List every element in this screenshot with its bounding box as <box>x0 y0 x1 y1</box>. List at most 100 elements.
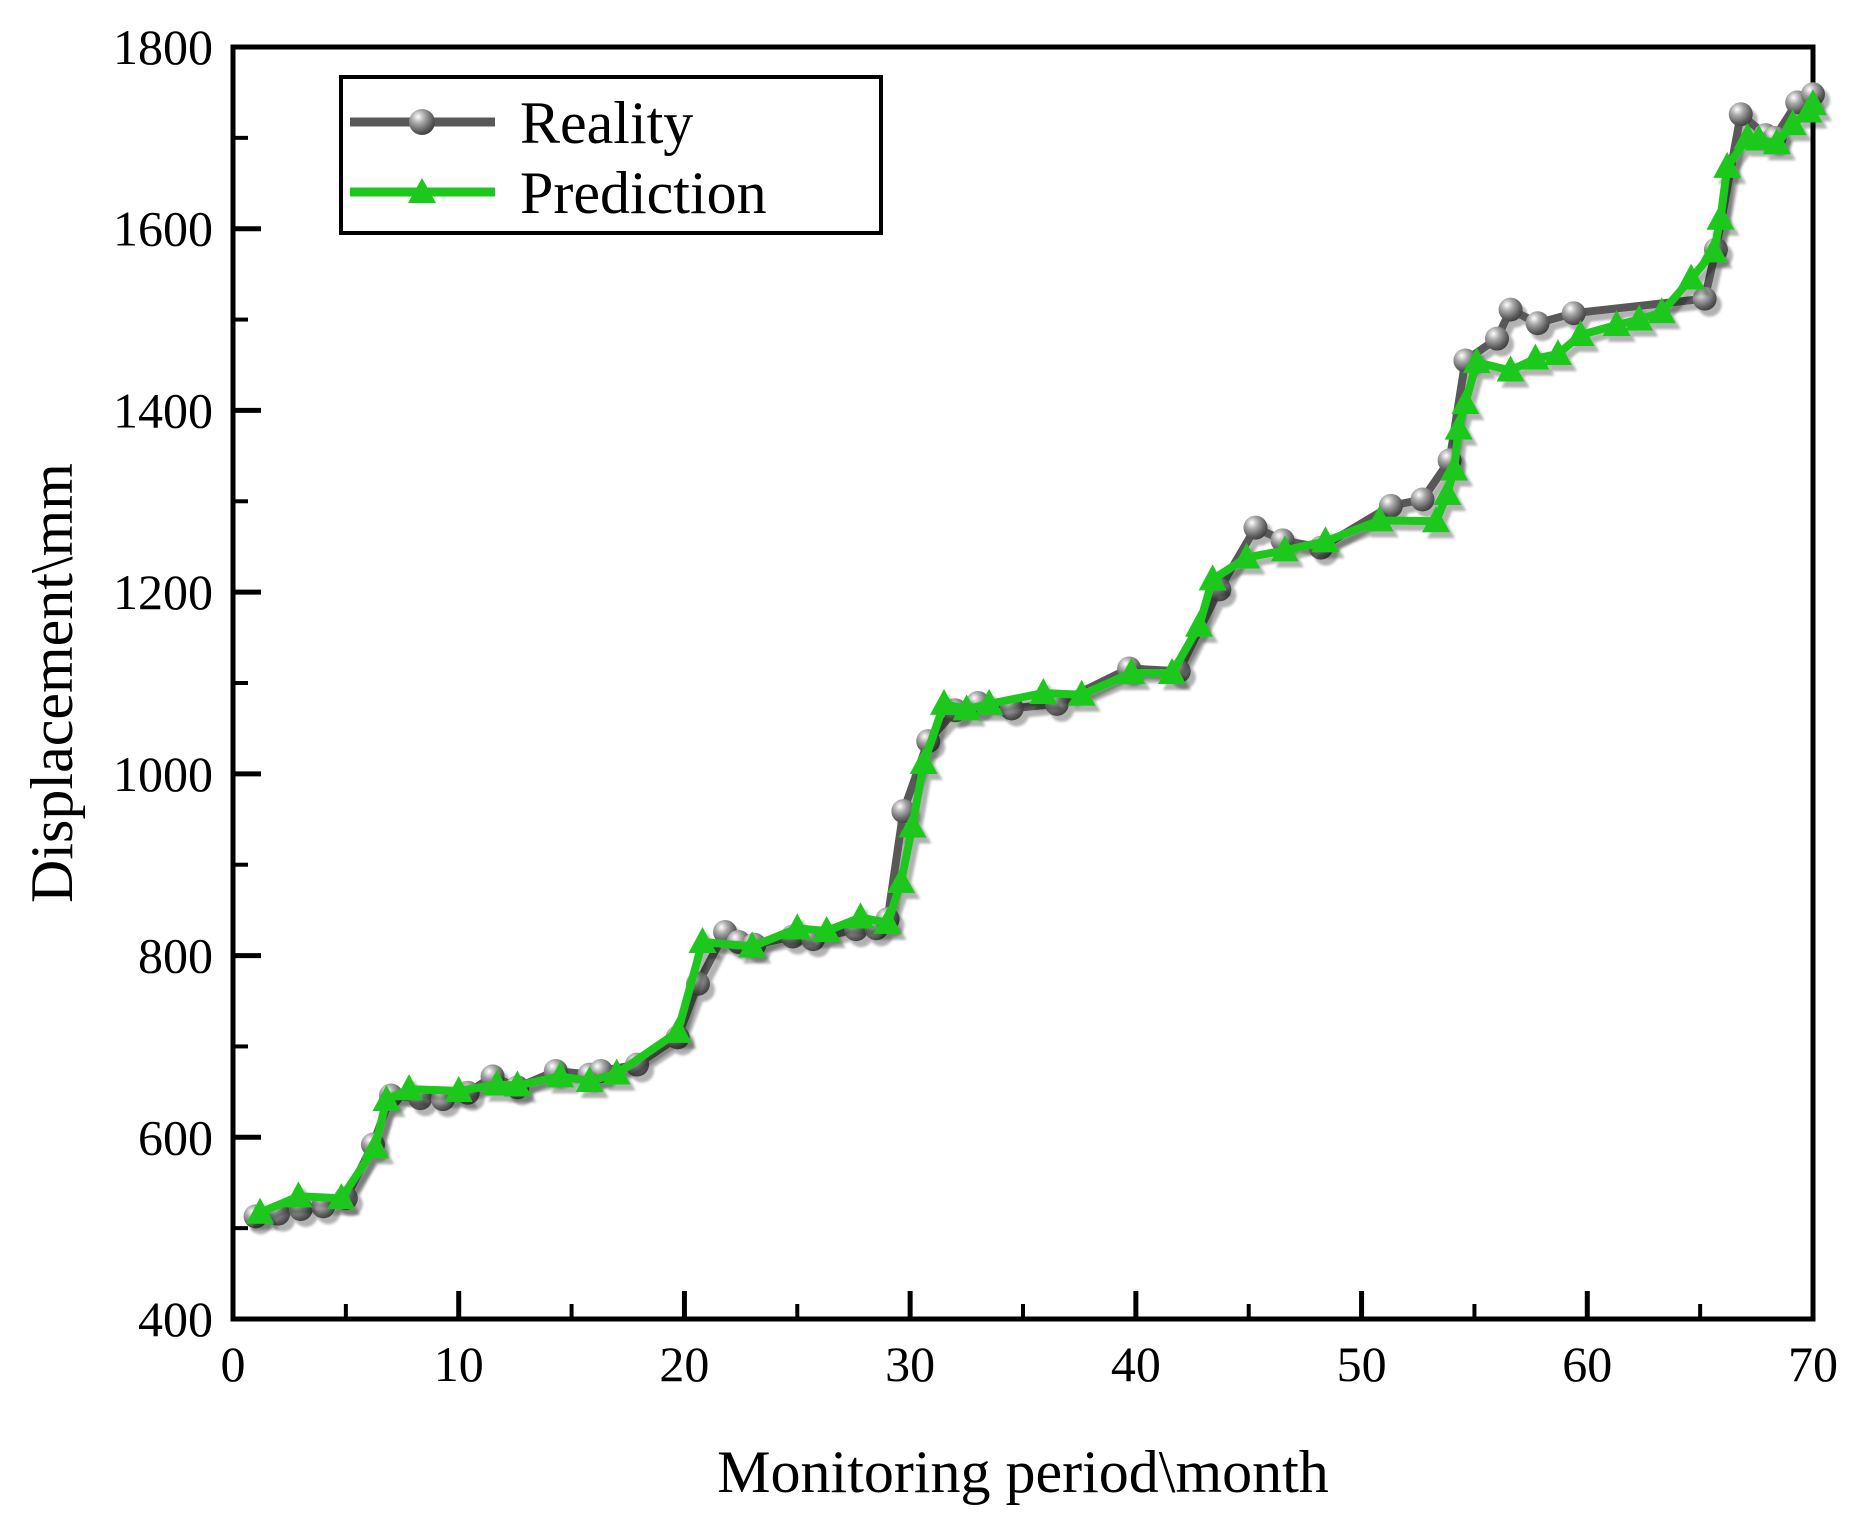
prediction-point-marker <box>909 747 938 774</box>
prediction-point-marker <box>1451 388 1480 415</box>
reality-point-marker <box>1561 301 1586 326</box>
prediction-point-marker <box>812 916 841 943</box>
prediction-point-marker <box>327 1183 356 1210</box>
reality-point-marker <box>1728 102 1753 127</box>
prediction-point-marker <box>546 1061 575 1088</box>
axis-ticks: 0 10 20 30 40 50 60 70 400 600 800 1000 1200 1400 1600… <box>113 19 1838 1392</box>
plot-frame <box>230 44 1816 1322</box>
legend-box <box>339 75 883 235</box>
prediction-point-marker <box>1440 454 1469 481</box>
prediction-point-marker <box>688 926 717 953</box>
x-tick-label: 40 <box>1111 1336 1161 1392</box>
prediction-point-marker <box>1762 128 1791 155</box>
legend-label-reality: Reality <box>520 90 693 156</box>
x-tick-label: 70 <box>1788 1336 1838 1392</box>
prediction-point-marker <box>1311 526 1340 553</box>
prediction-point-marker <box>1029 677 1058 704</box>
prediction-point-marker <box>1521 343 1550 370</box>
prediction-point-marker <box>952 694 981 721</box>
prediction-point-marker <box>1067 679 1096 706</box>
prediction-point-marker <box>975 688 1004 715</box>
reality-line <box>251 90 1817 1221</box>
legend: Reality Prediction <box>339 75 883 235</box>
prediction-point-marker <box>1602 310 1631 337</box>
reality-marker-icon <box>409 109 435 135</box>
prediction-point-marker <box>1647 297 1676 324</box>
prediction-point-marker <box>1444 413 1473 440</box>
prediction-point-marker <box>1566 320 1595 347</box>
prediction-point-marker <box>783 913 812 940</box>
reality-point-marker <box>1525 311 1550 336</box>
series-reality <box>243 82 1825 1229</box>
prediction-point-marker <box>1677 263 1706 290</box>
prediction-point-marker <box>503 1070 532 1097</box>
reality-point-marker <box>1378 493 1403 518</box>
legend-entry-reality: Reality <box>350 90 693 156</box>
y-tick-label: 1800 <box>113 19 213 75</box>
x-tick-label: 60 <box>1562 1336 1612 1392</box>
prediction-point-marker <box>1744 124 1773 151</box>
reality-point-marker <box>1498 297 1523 322</box>
prediction-point-marker <box>284 1181 313 1208</box>
prediction-point-marker <box>930 688 958 715</box>
reality-point-marker <box>1692 286 1717 311</box>
prediction-marker-icon <box>408 178 436 203</box>
prediction-point-marker <box>1117 658 1146 685</box>
y-tick-label: 1200 <box>113 564 213 620</box>
prediction-point-marker <box>1625 304 1654 331</box>
y-axis-title: Displacement\mm <box>19 463 85 903</box>
x-tick-label: 50 <box>1337 1336 1387 1392</box>
data-series <box>243 82 1827 1229</box>
reality-point-marker <box>1485 326 1509 351</box>
x-tick-label: 10 <box>434 1336 484 1392</box>
prediction-point-marker <box>738 931 767 958</box>
prediction-line <box>256 100 1817 1217</box>
prediction-point-marker <box>1713 151 1742 178</box>
prediction-point-marker <box>1433 479 1462 506</box>
y-tick-label: 800 <box>138 928 213 984</box>
prediction-point-marker <box>1706 203 1735 230</box>
prediction-point-marker <box>602 1058 631 1085</box>
prediction-point-marker <box>1799 89 1827 116</box>
prediction-point-marker <box>1270 535 1299 562</box>
prediction-point-marker <box>1198 564 1227 591</box>
prediction-point-marker <box>1185 610 1214 637</box>
x-tick-label: 0 <box>221 1336 246 1392</box>
prediction-point-marker <box>1699 236 1728 263</box>
y-tick-label: 1000 <box>113 746 213 802</box>
series-prediction <box>246 89 1827 1224</box>
reality-point-marker <box>891 799 916 824</box>
legend-entry-prediction: Prediction <box>350 160 767 226</box>
legend-label-prediction: Prediction <box>520 160 767 226</box>
y-tick-label: 1400 <box>113 382 213 438</box>
prediction-point-marker <box>873 907 902 934</box>
prediction-point-marker <box>1422 506 1451 533</box>
prediction-point-marker <box>1778 109 1807 136</box>
prediction-point-marker <box>483 1069 512 1096</box>
prediction-point-marker <box>1496 355 1525 382</box>
prediction-point-marker <box>395 1074 424 1101</box>
prediction-point-marker <box>1232 542 1261 569</box>
y-tick-label: 600 <box>138 1109 213 1165</box>
prediction-point-marker <box>663 1016 692 1043</box>
prediction-point-marker <box>887 866 916 893</box>
prediction-point-marker <box>246 1197 275 1224</box>
prediction-point-marker <box>1543 339 1572 366</box>
reality-point-marker <box>1410 487 1435 512</box>
y-tick-label: 1600 <box>113 201 213 257</box>
prediction-point-marker <box>444 1075 473 1102</box>
prediction-point-marker <box>898 811 927 838</box>
x-tick-label: 30 <box>885 1336 935 1392</box>
prediction-point-marker <box>1462 347 1491 374</box>
y-tick-label: 400 <box>138 1291 213 1347</box>
x-tick-label: 20 <box>659 1336 709 1392</box>
x-axis-title: Monitoring period\month <box>717 1439 1329 1505</box>
prediction-point-marker <box>1157 658 1186 685</box>
prediction-point-marker <box>361 1132 390 1159</box>
prediction-point-marker <box>1365 505 1394 532</box>
prediction-point-marker <box>846 902 875 929</box>
prediction-point-marker <box>372 1085 401 1112</box>
reality-point-marker <box>1243 515 1268 540</box>
